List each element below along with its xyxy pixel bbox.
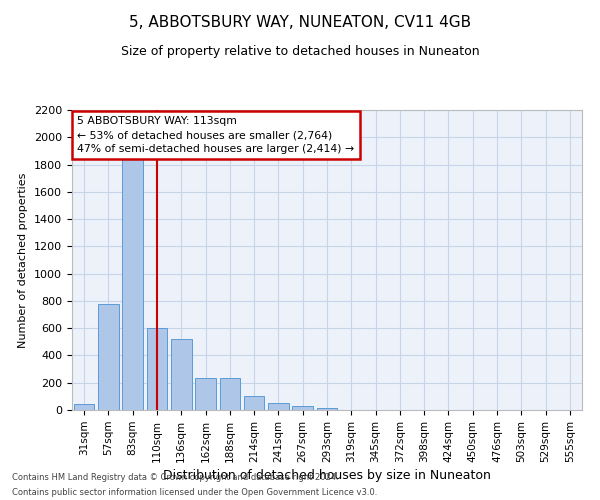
Text: Contains public sector information licensed under the Open Government Licence v3: Contains public sector information licen…	[12, 488, 377, 497]
Bar	[268, 403, 289, 410]
Bar	[195, 378, 216, 410]
Bar	[122, 159, 143, 410]
Text: Contains HM Land Registry data © Crown copyright and database right 2024.: Contains HM Land Registry data © Crown c…	[12, 473, 338, 482]
Bar	[220, 378, 240, 410]
X-axis label: Distribution of detached houses by size in Nuneaton: Distribution of detached houses by size …	[163, 469, 491, 482]
Text: 5, ABBOTSBURY WAY, NUNEATON, CV11 4GB: 5, ABBOTSBURY WAY, NUNEATON, CV11 4GB	[129, 15, 471, 30]
Text: 5 ABBOTSBURY WAY: 113sqm
← 53% of detached houses are smaller (2,764)
47% of sem: 5 ABBOTSBURY WAY: 113sqm ← 53% of detach…	[77, 116, 354, 154]
Bar	[292, 406, 313, 410]
Bar	[244, 396, 265, 410]
Text: Size of property relative to detached houses in Nuneaton: Size of property relative to detached ho…	[121, 45, 479, 58]
Bar	[98, 304, 119, 410]
Bar	[171, 339, 191, 410]
Bar	[74, 404, 94, 410]
Bar	[146, 328, 167, 410]
Bar	[317, 408, 337, 410]
Y-axis label: Number of detached properties: Number of detached properties	[19, 172, 28, 348]
